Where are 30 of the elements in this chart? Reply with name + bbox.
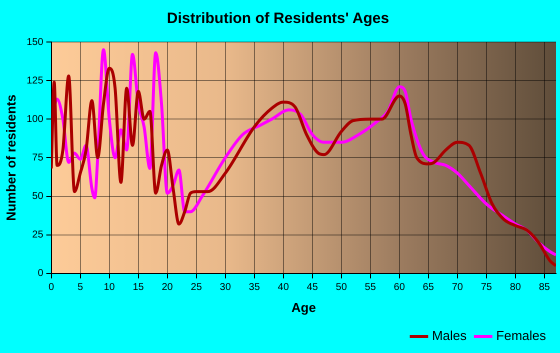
x-tick-label: 10	[104, 282, 116, 294]
x-tick-label: 80	[510, 282, 522, 294]
x-tick-label: 85	[538, 282, 550, 294]
x-tick-label: 40	[278, 282, 290, 294]
y-tick-label: 125	[26, 75, 44, 86]
x-tick-label: 5	[78, 282, 84, 294]
y-axis-title: Number of residents	[3, 94, 18, 221]
x-tick-label: 30	[220, 282, 232, 294]
x-tick-label: 25	[190, 282, 202, 294]
x-tick-label: 35	[248, 282, 260, 294]
x-tick-label: 65	[422, 282, 434, 294]
y-tick-label: 150	[26, 36, 44, 48]
y-tick-label: 100	[26, 114, 44, 125]
x-tick-label: 55	[364, 282, 376, 294]
y-tick-label: 25	[32, 230, 44, 241]
x-tick-label: 50	[336, 282, 348, 294]
x-axis-title: Age	[291, 300, 316, 315]
y-tick-label: 0	[38, 268, 44, 280]
legend-label: Females	[496, 328, 546, 344]
x-tick-label: 70	[452, 282, 464, 294]
y-tick-label: 75	[32, 152, 44, 164]
x-tick-label: 0	[48, 282, 55, 294]
x-tick-label: 60	[394, 282, 406, 294]
x-tick-label: 20	[162, 282, 174, 294]
legend-label: Males	[432, 328, 468, 344]
y-tick-label: 50	[32, 191, 44, 202]
x-tick-label: 45	[306, 282, 318, 294]
x-tick-label: 15	[132, 282, 144, 294]
chart-title: Distribution of Residents' Ages	[166, 10, 390, 28]
x-tick-label: 75	[480, 282, 492, 294]
